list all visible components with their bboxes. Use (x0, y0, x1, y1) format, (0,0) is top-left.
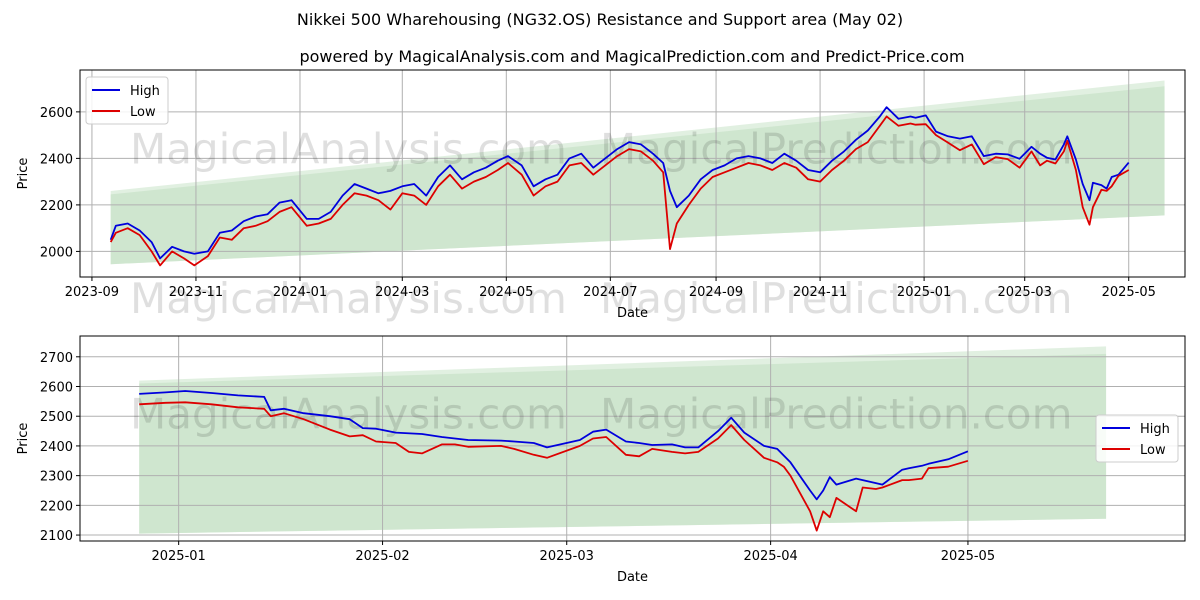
watermark-right: MagicalPrediction.com (600, 125, 1073, 174)
x-tick-label: 2023-11 (169, 285, 223, 300)
panel-recent-zoom: 2025-01 2025-02 2025-03 2025-04 2025-05 2100 2… (16, 335, 1186, 585)
x-tick-label: 2024-07 (583, 285, 637, 300)
watermark-left: MagicalAnalysis.com (130, 390, 567, 439)
legend-box (1095, 414, 1179, 463)
y-tick-label: 2600 (40, 106, 73, 121)
x-axis-label: Date (617, 570, 648, 585)
y-tick-label: 2500 (40, 410, 73, 425)
series-line-high (139, 390, 969, 501)
watermark-right: MagicalPrediction.com (600, 390, 1073, 439)
x-tick-label: 2025-05 (941, 549, 995, 564)
y-tick-label: 2400 (40, 152, 73, 167)
y-axis-label: Price (16, 158, 31, 190)
x-tick-label: 2025-03 (540, 549, 594, 564)
y-tick-label: 2200 (40, 499, 73, 514)
legend-label-high: High (1140, 422, 1170, 437)
y-tick-label: 2100 (40, 529, 73, 544)
panel-full-history: 2023-09 2023-11 2024-01 2024-03 2024-05 2024-… (16, 69, 1186, 323)
series-line-high (109, 106, 1130, 260)
x-tick-label: 2025-01 (897, 285, 951, 300)
legend-label-high: High (130, 84, 160, 99)
x-tick-label: 2024-01 (273, 285, 327, 300)
x-tick-label: 2025-02 (355, 549, 409, 564)
series-line-low (109, 115, 1130, 267)
y-axis-label: Price (16, 423, 31, 455)
x-tick-label: 2024-09 (689, 285, 743, 300)
y-tick-label: 2300 (40, 470, 73, 485)
y-tick-label: 2400 (40, 440, 73, 455)
watermark-right: MagicalPrediction.com (600, 274, 1073, 323)
legend-label-low: Low (1140, 443, 1166, 458)
y-tick-label: 2600 (40, 381, 73, 396)
plot-frame (79, 335, 1186, 542)
y-tick-label: 2000 (40, 245, 73, 260)
x-tick-label: 2023-09 (65, 285, 119, 300)
x-tick-label: 2025-03 (998, 285, 1052, 300)
x-tick-label: 2024-11 (793, 285, 847, 300)
band-inner (139, 353, 1107, 534)
legend-label-low: Low (130, 105, 156, 120)
watermark-left: MagicalAnalysis.com (130, 125, 567, 174)
chart-title: Nikkei 500 Wharehousing (NG32.OS) Resist… (297, 10, 903, 29)
x-axis-label: Date (617, 306, 648, 321)
y-tick-label: 2700 (40, 351, 73, 366)
x-tick-label: 2025-04 (743, 549, 797, 564)
y-tick-label: 2200 (40, 199, 73, 214)
x-tick-label: 2024-03 (375, 285, 429, 300)
x-tick-label: 2025-01 (151, 549, 205, 564)
series-line-low (139, 401, 969, 532)
plot-frame (79, 69, 1186, 278)
x-tick-label: 2024-05 (479, 285, 533, 300)
x-tick-label: 2025-05 (1102, 285, 1156, 300)
legend-box (85, 76, 169, 125)
band-inner (110, 86, 1165, 265)
watermark-left: MagicalAnalysis.com (130, 274, 567, 323)
chart-subtitle: powered by MagicalAnalysis.com and Magic… (299, 47, 964, 66)
